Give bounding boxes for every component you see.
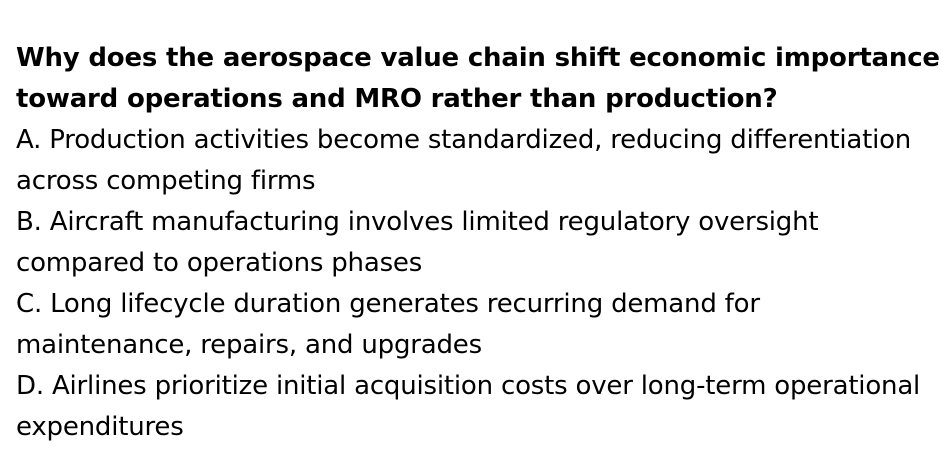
option-c: C. Long lifecycle duration generates rec…	[16, 289, 760, 360]
option-a: A. Production activities become standard…	[16, 125, 912, 196]
option-d: D. Airlines prioritize initial acquisiti…	[16, 371, 921, 442]
option-b: B. Aircraft manufacturing involves limit…	[16, 207, 819, 278]
question-text: Why does the aerospace value chain shift…	[16, 43, 940, 114]
question-card: Why does the aerospace value chain shift…	[16, 38, 940, 448]
